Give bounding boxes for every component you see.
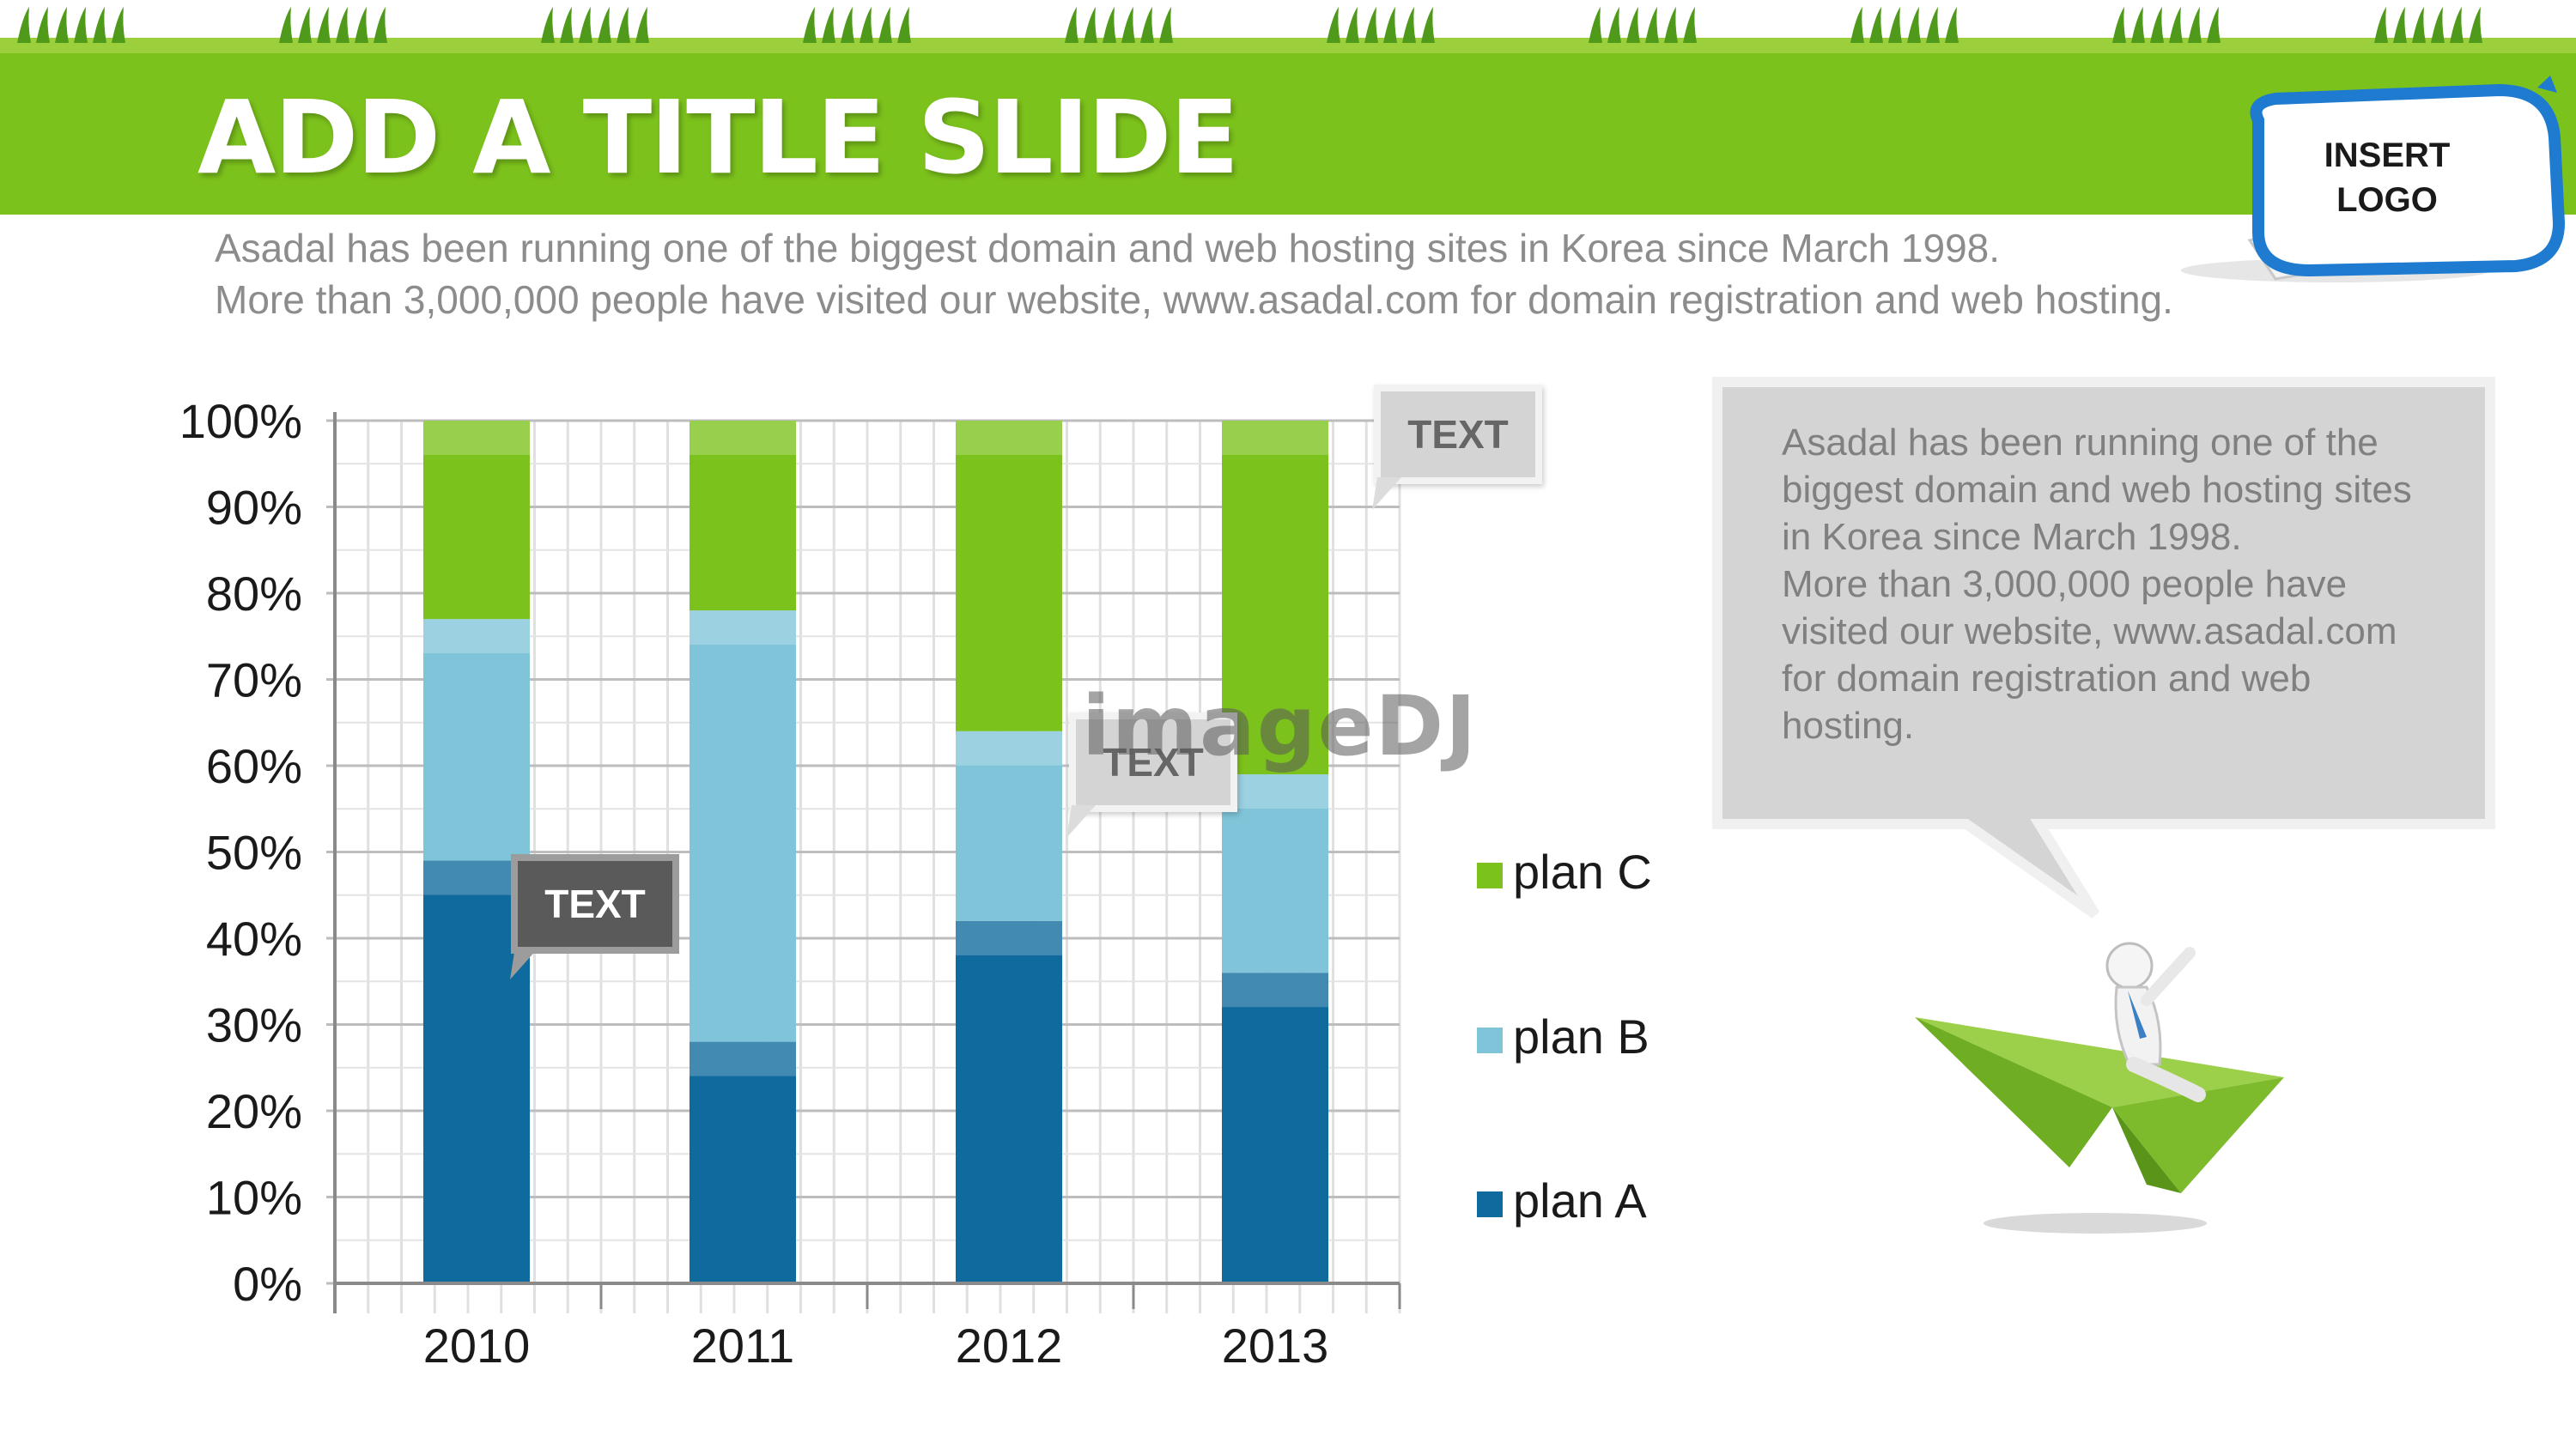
y-tick-label: 0%: [233, 1257, 302, 1311]
speech-line: in Korea since March 1998.: [1782, 516, 2242, 558]
legend-label: plan B: [1513, 1009, 1649, 1064]
slide-title: ADD A TITLE SLIDE: [197, 78, 1239, 197]
y-tick-label: 30%: [206, 998, 302, 1052]
callout-tail: [1066, 805, 1096, 838]
legend-label: plan C: [1513, 845, 1652, 899]
bar-plan-A-2012: [956, 920, 1062, 1283]
y-tick-label: 60%: [206, 739, 302, 793]
y-tick-label: 80%: [206, 567, 302, 621]
bar-highlight: [956, 920, 1062, 955]
bar-plan-A-2011: [690, 1041, 796, 1283]
speech-line: Asadal has been running one of the: [1782, 421, 2379, 464]
bar-plan-B-2013: [1222, 774, 1328, 973]
x-category-label: 2010: [423, 1319, 531, 1373]
logo-badge-icon: [2181, 76, 2566, 282]
bar-plan-C-2010: [423, 421, 530, 620]
y-tick-label: 90%: [206, 481, 302, 535]
speech-line: biggest domain and web hosting sites: [1782, 469, 2412, 511]
bar-plan-C-2013: [1222, 421, 1328, 775]
bar-plan-C-2012: [956, 421, 1062, 731]
watermark: imageDJ: [1082, 678, 1478, 774]
legend-label: plan A: [1513, 1173, 1647, 1228]
bar-plan-C-2011: [690, 421, 796, 611]
y-tick-label: 40%: [206, 912, 302, 966]
callout-tail: [510, 947, 539, 979]
bar-highlight: [690, 610, 796, 646]
speech-bubble: [1712, 377, 2495, 919]
x-category-label: 2012: [956, 1319, 1063, 1373]
title-banner: [0, 53, 2576, 215]
bar-highlight: [423, 619, 530, 654]
speech-bubble-text: Asadal has been running one of the bigge…: [1782, 419, 2460, 749]
y-tick-label: 70%: [206, 653, 302, 707]
legend-swatch: [1477, 863, 1503, 888]
speech-line: hosting.: [1782, 705, 1915, 747]
y-tick-label: 100%: [179, 394, 302, 448]
legend-swatch: [1477, 1191, 1503, 1217]
bar-highlight: [956, 421, 1062, 455]
bar-highlight: [1222, 421, 1328, 455]
insert-logo-label: INSERT LOGO: [2275, 133, 2499, 222]
speech-line: More than 3,000,000 people have: [1782, 563, 2348, 605]
stacked-bar-chart: 0% 10% 20% 30% 40% 50% 60% 70% 80% 90% 100% 2010 201…: [179, 394, 1652, 1373]
bar-highlight: [956, 731, 1062, 766]
bar-highlight: [690, 421, 796, 455]
logo-line-1: INSERT: [2324, 136, 2451, 174]
text-callout-2012: TEXT: [1069, 712, 1237, 812]
legend-swatch: [1477, 1028, 1503, 1053]
y-tick-label: 20%: [206, 1084, 302, 1138]
y-tick-label: 10%: [206, 1171, 302, 1225]
logo-line-2: LOGO: [2336, 181, 2438, 219]
callout-tail: [1372, 477, 1401, 510]
y-tick-label: 50%: [206, 826, 302, 880]
bar-plan-A-2013: [1222, 973, 1328, 1283]
grass-border: [0, 7, 2576, 55]
bar-plan-B-2010: [423, 619, 530, 861]
bar-plan-B-2012: [956, 731, 1062, 921]
speech-line: visited our website, www.asadal.com: [1782, 610, 2397, 652]
subtitle-line-2: More than 3,000,000 people have visited …: [215, 277, 2173, 322]
subtitle-line-1: Asadal has been running one of the bigge…: [215, 226, 2001, 270]
x-category-label: 2011: [691, 1319, 794, 1373]
speech-line: for domain registration and web: [1782, 658, 2312, 700]
text-callout-2013: TEXT: [1374, 385, 1542, 484]
bar-highlight: [690, 1041, 796, 1076]
text-callout-2010: TEXT: [511, 854, 679, 954]
bar-highlight: [423, 421, 530, 455]
bar-highlight: [1222, 973, 1328, 1008]
x-category-label: 2013: [1222, 1319, 1329, 1373]
bar-plan-B-2011: [690, 610, 796, 1042]
paper-plane-figure-icon: [1915, 942, 2284, 1234]
bar-highlight: [1222, 774, 1328, 809]
